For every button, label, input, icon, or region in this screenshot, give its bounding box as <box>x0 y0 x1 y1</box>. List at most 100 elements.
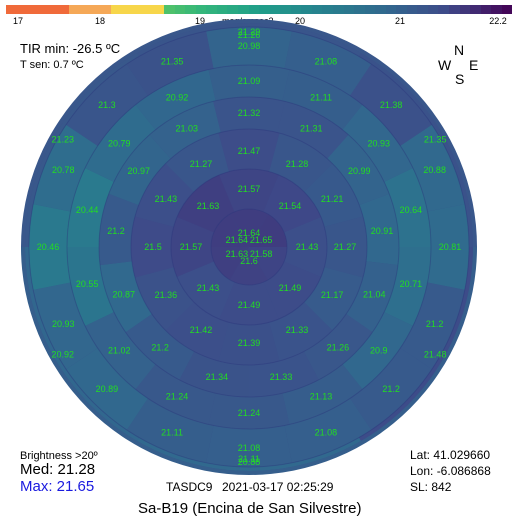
cell-value-label: 21.3 <box>98 100 116 110</box>
cell-value-label: 21.42 <box>190 325 213 335</box>
colorbar-segment <box>37 5 49 14</box>
cell-value-label: 20.91 <box>371 226 394 236</box>
cell-value-label: 21.63 <box>197 201 220 211</box>
cell-value-label: 21.57 <box>238 184 261 194</box>
colorbar-segment <box>396 5 407 14</box>
brightness-label: Brightness >20º <box>20 450 98 462</box>
sky-cell <box>211 214 249 247</box>
cell-value-label: 21.43 <box>296 242 319 252</box>
colorbar-segment <box>174 5 186 14</box>
sky-cell <box>66 64 148 146</box>
colorbar-segment <box>406 5 418 14</box>
colorbar-segment <box>6 5 17 14</box>
colorbar-segment <box>90 5 101 14</box>
cell-value-label: 21.04 <box>363 290 386 300</box>
cell-value-label: 21.6 <box>240 256 258 266</box>
sky-cell <box>346 261 398 333</box>
sky-cell <box>230 247 268 285</box>
sky-cell <box>179 351 249 397</box>
cell-value-label: 21.57 <box>180 242 203 252</box>
cell-value-label: 20.88 <box>423 165 446 175</box>
colorbar-segment <box>132 5 144 14</box>
sky-limit: SL: 842 <box>410 480 452 494</box>
ring-outline <box>170 168 328 326</box>
sky-cell <box>284 217 327 277</box>
cell-value-label: 21.5 <box>144 242 162 252</box>
sky-cell <box>218 322 280 365</box>
cell-value-label: 20.64 <box>400 205 423 215</box>
colorbar-segment <box>111 5 123 14</box>
datetime: 2021-03-17 02:25:29 <box>222 480 334 494</box>
cell-value-label: 21.39 <box>238 338 261 348</box>
cell-value-label: 21.13 <box>310 392 333 402</box>
sky-cell <box>108 134 171 206</box>
sky-cell <box>230 208 268 247</box>
colorbar-segment <box>79 5 91 14</box>
max-value: Max: 21.65 <box>20 478 95 495</box>
colorbar-segment <box>58 5 70 14</box>
sky-cell <box>100 261 152 333</box>
sky-cell <box>208 393 290 429</box>
sky-cell <box>85 104 156 182</box>
cell-value-label: 20.87 <box>112 290 135 300</box>
sky-cell <box>359 247 473 441</box>
colorbar-segment <box>269 5 281 14</box>
colorbar-tick: 18 <box>94 16 106 26</box>
sky-cell <box>135 163 194 227</box>
cell-value-label: 21.17 <box>321 290 344 300</box>
sky-cell <box>126 31 214 96</box>
colorbar-segment <box>206 5 217 14</box>
cell-value-label: 20.44 <box>76 205 99 215</box>
sky-cell <box>249 214 287 247</box>
sky-cell <box>303 314 373 380</box>
cell-value-label: 21.38 <box>380 100 403 110</box>
cell-value-label: 20.9 <box>370 345 388 355</box>
cell-value-label: 21.08 <box>315 428 338 438</box>
cell-value-label: 21.49 <box>279 283 302 293</box>
cell-value-label: 21.23 <box>52 135 75 145</box>
sky-cell <box>218 129 280 172</box>
compass-south: S <box>455 71 465 87</box>
cell-value-label: 21.31 <box>300 123 323 133</box>
ring-outline <box>98 96 400 398</box>
tir-min-text: TIR min: -26.5 ºC <box>20 41 121 56</box>
sky-cell <box>219 169 279 212</box>
cell-value-label: 21.33 <box>286 325 309 335</box>
sky-cell <box>25 53 139 247</box>
cell-value-label: 21.24 <box>166 392 189 402</box>
sky-cell <box>342 312 413 390</box>
cell-value-label: 21.65 <box>250 235 273 245</box>
sky-cell <box>400 124 465 212</box>
cell-value-label: 20.79 <box>108 139 131 149</box>
sky-cell <box>359 53 473 247</box>
cell-value-label: 21.64 <box>226 235 249 245</box>
colorbar-segment <box>501 5 513 14</box>
ring-outline <box>210 208 288 286</box>
cell-value-label: 21.2 <box>151 342 169 352</box>
sky-cell <box>213 97 285 133</box>
colorbar-segment <box>438 5 449 14</box>
sky-cell <box>149 101 221 159</box>
median-value: Med: 21.28 <box>20 461 96 478</box>
colorbar-segment <box>322 5 333 14</box>
cell-value-label: 21.11 <box>161 428 183 438</box>
sky-cell <box>176 261 235 320</box>
cell-value-label: 21.54 <box>279 201 302 211</box>
sky-cell <box>284 398 372 463</box>
cell-value-label: 21.2 <box>382 384 400 394</box>
sky-cell <box>176 174 235 233</box>
colorbar-segment <box>385 5 397 14</box>
colorbar-segment <box>354 5 365 14</box>
cell-value-label: 21.48 <box>424 350 447 360</box>
sensor-temp-text: T sen: 0.7 ºC <box>20 59 84 71</box>
cell-value-label: 20.89 <box>96 384 119 394</box>
colorbar-segment <box>427 5 439 14</box>
sky-cell <box>208 65 290 101</box>
sky-cell <box>165 133 229 192</box>
colorbar-segment <box>238 5 249 14</box>
cell-value-label: 20.88 <box>238 457 261 467</box>
cell-value-label: 21.08 <box>315 56 338 66</box>
cell-value-label: 20.55 <box>76 279 99 289</box>
sky-cell <box>249 247 287 280</box>
cell-value-label: 21.2 <box>107 226 125 236</box>
